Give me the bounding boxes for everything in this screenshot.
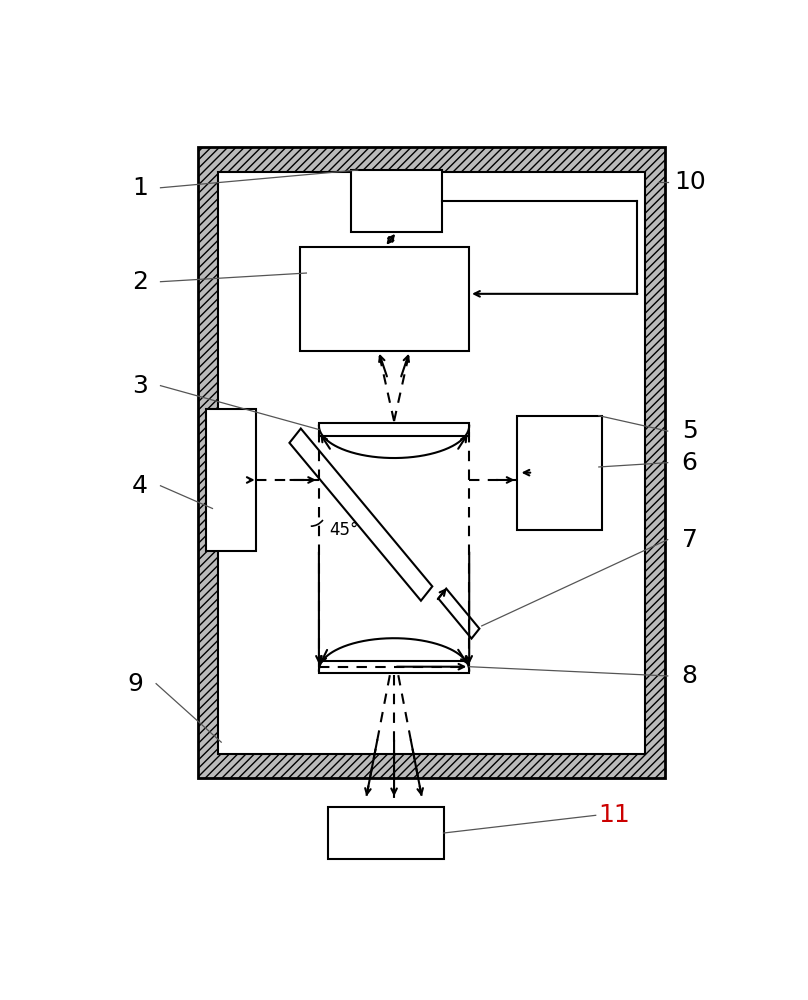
Text: 6: 6 [682, 451, 697, 475]
Bar [319, 423, 469, 436]
Text: 2: 2 [132, 270, 148, 294]
Text: 1: 1 [132, 176, 148, 200]
Bar [218, 172, 645, 754]
Text: 8: 8 [682, 664, 697, 688]
Bar [517, 416, 602, 530]
Text: 9: 9 [128, 672, 143, 696]
Bar [300, 247, 469, 351]
Text: 45°: 45° [330, 521, 359, 539]
Text: 7: 7 [682, 528, 697, 552]
Polygon shape [438, 589, 479, 639]
Text: 5: 5 [682, 419, 697, 443]
Text: 10: 10 [674, 170, 705, 194]
Text: 3: 3 [132, 374, 148, 398]
Bar [206, 409, 256, 551]
Bar [351, 170, 442, 232]
Text: 4: 4 [132, 474, 148, 498]
Bar [319, 661, 469, 673]
Polygon shape [289, 429, 432, 601]
Bar [328, 807, 444, 859]
Bar [198, 147, 664, 778]
Text: 11: 11 [599, 803, 630, 827]
